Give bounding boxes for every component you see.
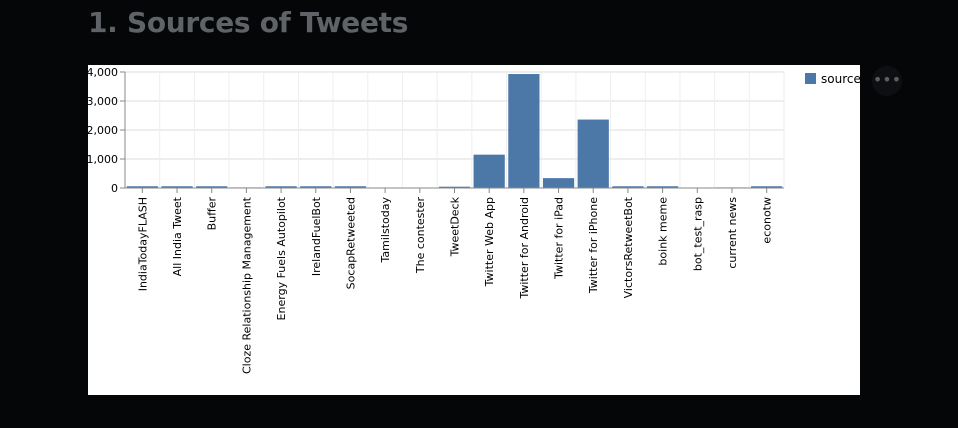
bar bbox=[542, 178, 575, 188]
bar bbox=[196, 186, 228, 188]
x-tick-label: TweetDeck bbox=[449, 196, 462, 257]
bar bbox=[334, 186, 367, 188]
x-tick-label: All India Tweet bbox=[171, 196, 184, 276]
more-horizontal-icon: ••• bbox=[872, 70, 902, 89]
chart-menu-button[interactable]: ••• bbox=[872, 66, 902, 96]
page-title: 1. Sources of Tweets bbox=[88, 6, 409, 39]
bar bbox=[577, 119, 609, 188]
gridlines bbox=[124, 71, 785, 189]
chart-card: 0 1,000 2,000 3,000 4,000 IndiaTodayFLASH All … bbox=[87, 65, 861, 395]
x-tick-label: current news bbox=[726, 197, 739, 269]
x-tick-label: Energy Fuels Autopilot bbox=[275, 196, 288, 320]
bar bbox=[751, 186, 783, 188]
legend-label: source bbox=[821, 72, 860, 86]
x-tick-label: IrelandFuelBot bbox=[310, 196, 323, 276]
axes: 0 1,000 2,000 3,000 4,000 IndiaTodayFLASH All … bbox=[87, 66, 784, 374]
bar bbox=[646, 186, 679, 188]
bar-chart: 0 1,000 2,000 3,000 4,000 IndiaTodayFLASH All … bbox=[87, 66, 861, 374]
bar bbox=[126, 186, 158, 188]
bar bbox=[265, 186, 297, 188]
x-tick-label: Buffer bbox=[206, 197, 219, 231]
bar bbox=[438, 186, 471, 188]
bar bbox=[508, 74, 540, 188]
legend-swatch bbox=[805, 73, 816, 84]
bars bbox=[126, 74, 783, 188]
x-tick-label: Tamilstoday bbox=[379, 197, 392, 264]
bar bbox=[612, 186, 644, 188]
y-tick-label: 0 bbox=[111, 182, 118, 195]
x-tick-label: econotw bbox=[761, 197, 774, 244]
y-tick-label: 3,000 bbox=[88, 95, 118, 108]
x-tick-label: bot_test_rasp bbox=[691, 197, 704, 271]
x-tick-label: SocapRetweeted bbox=[344, 197, 357, 289]
x-tick-label: boink meme bbox=[657, 197, 670, 266]
x-tick-label: Twitter for iPhone bbox=[587, 197, 600, 294]
x-tick-label: Cloze Relationship Management bbox=[240, 196, 253, 374]
legend: source bbox=[805, 72, 861, 86]
x-tick-label: IndiaTodayFLASH bbox=[136, 197, 149, 291]
x-tick-label: Twitter Web App bbox=[483, 197, 496, 287]
y-tick-label: 1,000 bbox=[88, 153, 118, 166]
x-tick-label: The contester bbox=[414, 197, 427, 275]
bar bbox=[300, 186, 332, 188]
bar bbox=[161, 186, 193, 188]
y-tick-label: 2,000 bbox=[88, 124, 118, 137]
y-tick-label: 4,000 bbox=[88, 66, 118, 79]
bar bbox=[473, 154, 505, 188]
x-tick-label: Twitter for iPad bbox=[553, 197, 566, 280]
x-tick-label: VictorsRetweetBot bbox=[622, 196, 635, 298]
x-tick-label: Twitter for Android bbox=[518, 197, 531, 300]
